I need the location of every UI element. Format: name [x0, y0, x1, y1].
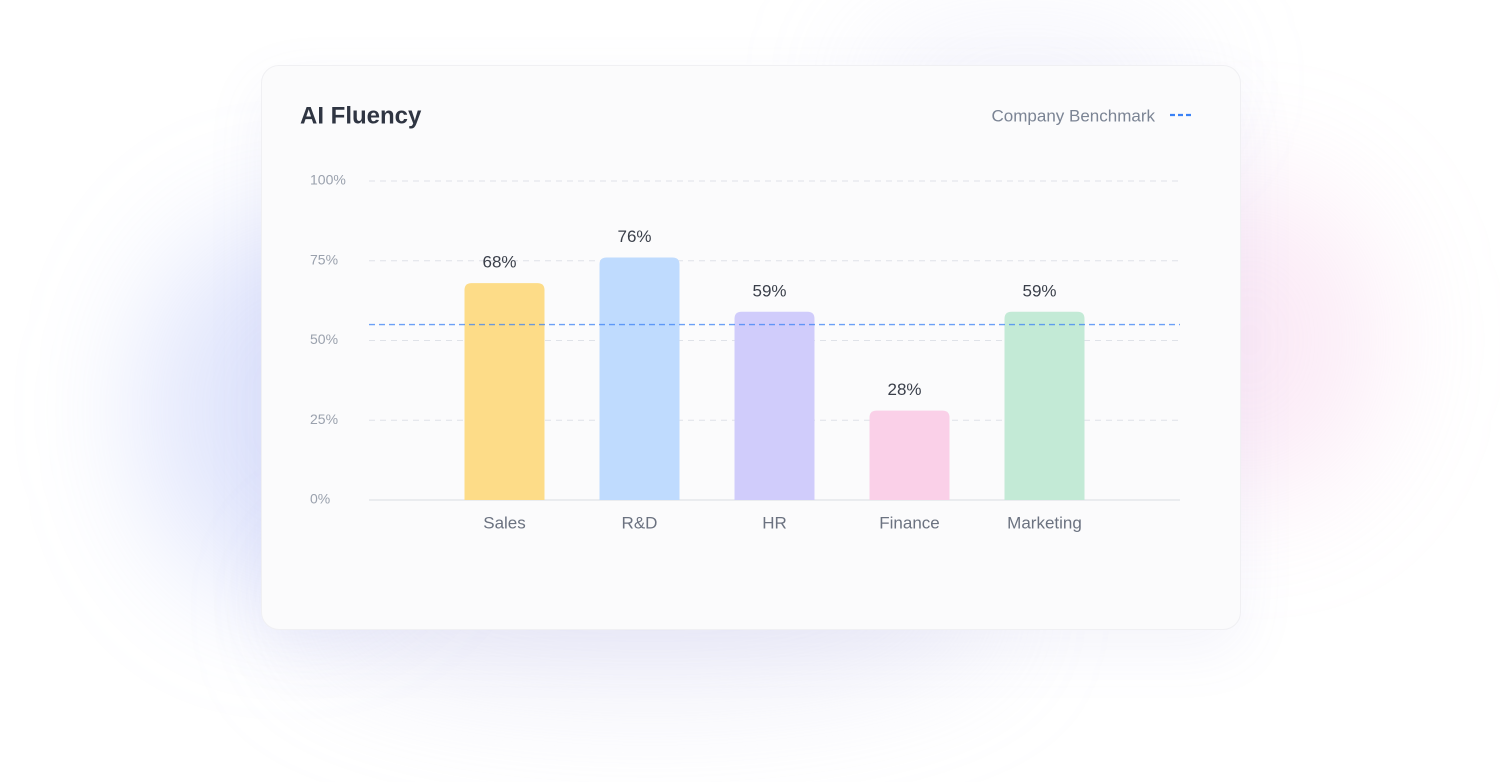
x-tick-label: Sales	[483, 513, 526, 532]
bar	[734, 311, 815, 500]
value-label: 59%	[1022, 281, 1056, 300]
legend-label: Company Benchmark	[992, 106, 1156, 125]
y-tick-label: 75%	[310, 251, 338, 267]
value-label: 59%	[752, 281, 786, 300]
x-tick-label: R&D	[622, 513, 658, 532]
x-tick-label: Marketing	[1007, 513, 1082, 532]
y-tick-label: 0%	[310, 491, 330, 507]
x-tick-label: Finance	[879, 513, 939, 532]
bar	[464, 283, 545, 500]
bar	[599, 257, 680, 500]
x-tick-label: HR	[762, 513, 787, 532]
y-tick-label: 50%	[310, 331, 338, 347]
value-label: 68%	[482, 253, 516, 272]
value-label: 28%	[887, 380, 921, 399]
y-tick-label: 25%	[310, 411, 338, 427]
bar	[1004, 311, 1085, 500]
y-tick-label: 100%	[310, 172, 346, 188]
chart-title: AI Fluency	[300, 102, 422, 129]
bar	[869, 410, 950, 500]
value-label: 76%	[617, 227, 651, 246]
